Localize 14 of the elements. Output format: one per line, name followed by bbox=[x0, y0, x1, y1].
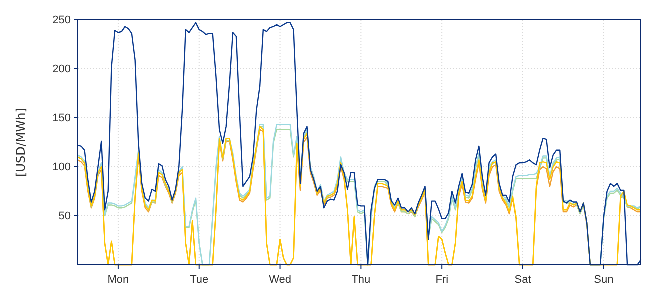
x-tick-label: Fri bbox=[436, 274, 449, 286]
x-tick-label: Sat bbox=[514, 274, 532, 286]
y-tick-label: 100 bbox=[52, 162, 71, 174]
y-tick-label: 150 bbox=[52, 112, 71, 125]
x-tick-label: Wed bbox=[269, 274, 292, 286]
y-tick-label: 250 bbox=[52, 14, 71, 27]
y-tick-label: 50 bbox=[58, 210, 71, 223]
line-series bbox=[77, 22, 642, 266]
x-tick-label: Sun bbox=[594, 274, 614, 286]
y-axis-title: [USD/MWh] bbox=[14, 108, 28, 177]
x-tick-label: Tue bbox=[190, 274, 209, 286]
x-tick-label: Thu bbox=[352, 274, 371, 286]
y-tick-label: 200 bbox=[52, 64, 71, 76]
x-tick-label: Mon bbox=[108, 274, 130, 286]
